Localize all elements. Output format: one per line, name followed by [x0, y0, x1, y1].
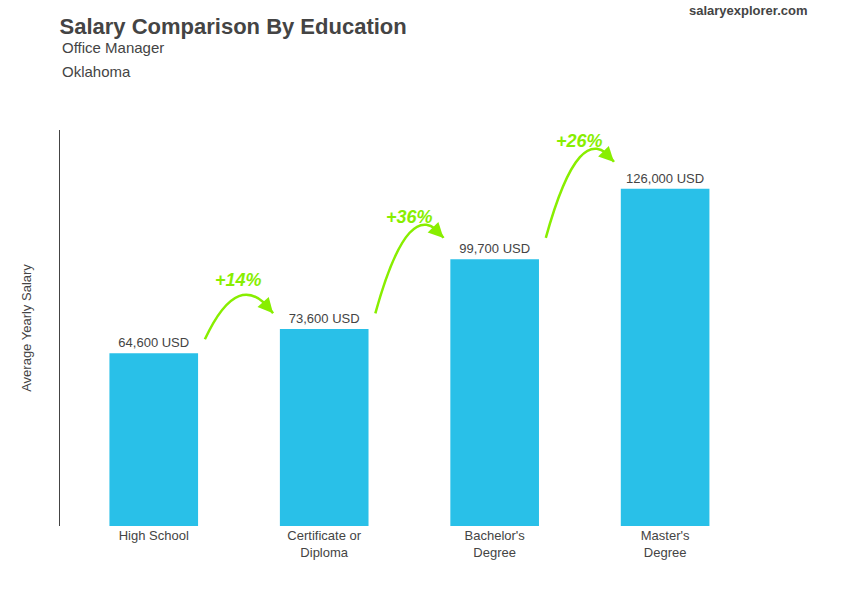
- svg-text:64,600 USD: 64,600 USD: [118, 335, 189, 350]
- svg-text:salaryexplorer.com: salaryexplorer.com: [689, 3, 808, 18]
- svg-text:126,000 USD: 126,000 USD: [626, 171, 704, 186]
- svg-text:+36%: +36%: [386, 207, 433, 227]
- svg-text:Oklahoma: Oklahoma: [62, 63, 131, 80]
- svg-text:Certificate orDiploma: Certificate orDiploma: [287, 528, 361, 560]
- svg-text:99,700 USD: 99,700 USD: [459, 241, 530, 256]
- svg-text:+26%: +26%: [556, 131, 603, 151]
- svg-text:+14%: +14%: [215, 270, 262, 290]
- svg-text:Bachelor'sDegree: Bachelor'sDegree: [465, 528, 526, 560]
- svg-text:Salary Comparison By Education: Salary Comparison By Education: [60, 14, 407, 39]
- svg-text:Master'sDegree: Master'sDegree: [641, 528, 690, 560]
- svg-text:Average Yearly Salary: Average Yearly Salary: [19, 264, 34, 392]
- svg-text:73,600 USD: 73,600 USD: [289, 311, 360, 326]
- svg-text:Office Manager: Office Manager: [62, 39, 164, 56]
- svg-text:High School: High School: [119, 528, 189, 543]
